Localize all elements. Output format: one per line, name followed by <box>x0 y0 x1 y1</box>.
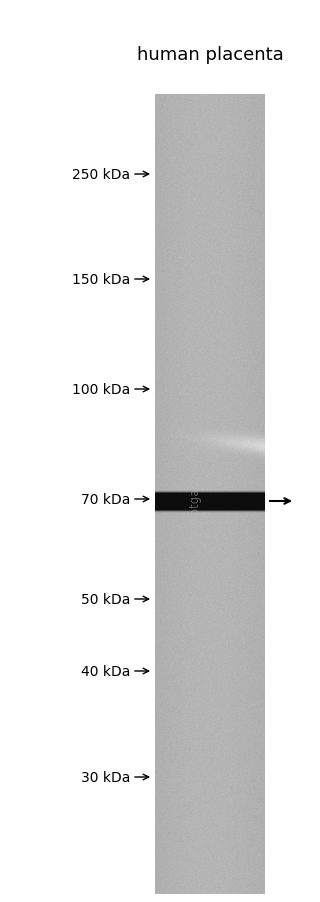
Text: 100 kDa: 100 kDa <box>72 382 130 397</box>
Text: 250 kDa: 250 kDa <box>72 168 130 182</box>
Text: human placenta: human placenta <box>137 46 284 64</box>
Text: 70 kDa: 70 kDa <box>81 492 130 506</box>
Text: 50 kDa: 50 kDa <box>81 593 130 606</box>
Text: 40 kDa: 40 kDa <box>81 664 130 678</box>
Text: 150 kDa: 150 kDa <box>72 272 130 287</box>
Text: 30 kDa: 30 kDa <box>81 770 130 784</box>
Text: www.ptgabc.com: www.ptgabc.com <box>188 444 202 545</box>
